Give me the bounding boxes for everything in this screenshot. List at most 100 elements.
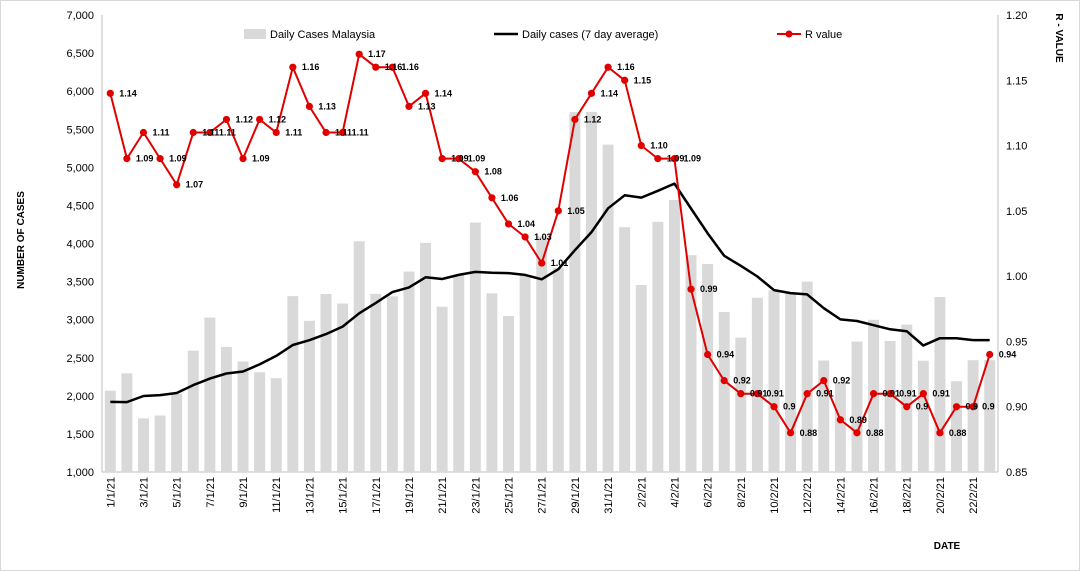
r-point-21/2/21 [952, 403, 961, 411]
bar-9/2/21 [751, 297, 763, 472]
bar-27/1/21 [536, 236, 548, 472]
r-point-6/2/21 [704, 350, 712, 359]
r-point-23/2/21 [986, 350, 994, 359]
r-point-24/1/21 [488, 194, 496, 202]
r-point-22/2/21 [969, 403, 977, 411]
bar-10/1/21 [254, 372, 266, 472]
r-label-15/2/21: 0.88 [866, 428, 884, 438]
bar-12/2/21 [801, 281, 813, 472]
x-tick-25/1/21: 25/1/21 [504, 477, 516, 514]
x-tick-17/1/21: 17/1/21 [371, 477, 383, 514]
bar-15/1/21 [337, 303, 349, 472]
bar-4/2/21 [668, 200, 680, 472]
r-point-2/1/21 [123, 155, 131, 163]
x-tick-9/1/21: 9/1/21 [238, 477, 250, 508]
r-label-12/2/21: 0.91 [816, 389, 834, 399]
r-label-14/1/21: 1.11 [335, 128, 352, 138]
bar-18/1/21 [386, 296, 398, 472]
r-label-27/1/21: 1.01 [551, 258, 569, 268]
r-label-1/1/21: 1.14 [119, 88, 137, 98]
bar-23/1/21 [469, 222, 481, 472]
x-tick-6/2/21: 6/2/21 [703, 477, 715, 508]
r-label-1/2/21: 1.15 [634, 75, 652, 85]
r-point-22/1/21 [455, 155, 463, 163]
y-tick-1,000: 1,000 [66, 467, 94, 479]
bar-6/2/21 [702, 263, 714, 472]
bar-17/2/21 [884, 340, 896, 472]
r-label-19/1/21: 1.13 [418, 101, 436, 111]
bar-6/1/21 [187, 350, 199, 472]
r-label-9/2/21: 0.91 [766, 389, 784, 399]
y-tick-4,000: 4,000 [66, 239, 94, 251]
x-tick-23/1/21: 23/1/21 [470, 477, 482, 514]
x-tick-4/2/21: 4/2/21 [669, 477, 681, 508]
bar-13/1/21 [303, 320, 315, 472]
r-label-18/2/21: 0.9 [916, 402, 929, 412]
r-label-18/1/21: 1.16 [401, 62, 419, 72]
r-label-11/1/21: 1.11 [285, 128, 302, 138]
bar-5/1/21 [171, 393, 183, 472]
r-label-25/1/21: 1.04 [518, 219, 536, 229]
r-label-6/2/21: 0.94 [717, 349, 735, 359]
bar-23/2/21 [984, 360, 996, 472]
r-point-18/1/21 [388, 63, 396, 71]
r-label-12/1/21: 1.16 [302, 62, 320, 72]
y-tick-3,000: 3,000 [66, 315, 94, 327]
r-label-4/2/21: 1.09 [683, 154, 701, 164]
line-series-r-value [106, 50, 994, 437]
bar-22/1/21 [453, 275, 465, 472]
bar-4/1/21 [154, 415, 166, 472]
r-point-15/1/21 [338, 128, 347, 137]
r-label-15/1/21: 1.11 [352, 128, 369, 138]
r-point-9/1/21 [239, 155, 247, 163]
r-point-14/2/21 [836, 416, 844, 424]
r-point-29/1/21 [571, 115, 579, 124]
bar-2/2/21 [635, 285, 647, 472]
legend: Daily Cases Malaysia Daily cases (7 day … [244, 29, 842, 41]
r-label-28/1/21: 1.05 [567, 206, 585, 216]
bar-24/1/21 [486, 293, 498, 472]
r-point-17/1/21 [372, 63, 380, 71]
r-label-11/2/21: 0.88 [800, 428, 818, 438]
r-point-1/1/21 [106, 89, 114, 97]
r-point-9/2/21 [753, 390, 762, 398]
right-axis-ticks: 0.85 0.90 0.95 1.00 1.05 1.10 1.15 1.20 [1006, 10, 1027, 479]
left-axis-ticks: 1,000 1,500 2,000 2,500 3,000 3,500 4,000 4,500… [66, 10, 94, 479]
y2-tick-0.85: 0.85 [1006, 467, 1027, 479]
bar-16/1/21 [353, 241, 365, 472]
r-value-labels: 1.141.091.111.091.071.11 1.111.121.091.12… [119, 49, 1016, 438]
x-axis-title: DATE [934, 541, 961, 552]
r-point-15/2/21 [853, 429, 861, 437]
bar-8/1/21 [220, 346, 232, 472]
bar-10/2/21 [768, 290, 780, 472]
r-label-7/1/21: 1.11 [219, 128, 236, 138]
r-label-2/2/21: 1.10 [650, 141, 668, 151]
bar-8/2/21 [735, 337, 747, 472]
legend-label-r-value: R value [805, 29, 842, 41]
y-tick-7,000: 7,000 [66, 10, 94, 22]
y2-tick-1.00: 1.00 [1006, 271, 1027, 283]
bar-18/2/21 [901, 324, 913, 472]
bar-25/1/21 [503, 316, 514, 472]
r-point-20/1/21 [421, 89, 430, 97]
r-point-17/2/21 [886, 390, 894, 398]
r-label-7/2/21: 0.92 [733, 376, 751, 386]
bar-21/1/21 [436, 306, 448, 472]
r-label-31/1/21: 1.16 [617, 62, 635, 72]
r-point-12/1/21 [289, 63, 297, 71]
bar-19/1/21 [403, 271, 415, 472]
r-point-11/1/21 [272, 128, 280, 137]
r-point-16/2/21 [869, 390, 878, 398]
r-point-21/1/21 [438, 155, 446, 163]
x-tick-29/1/21: 29/1/21 [570, 477, 582, 514]
bar-19/2/21 [917, 360, 929, 472]
x-tick-7/1/21: 7/1/21 [205, 477, 217, 508]
r-point-10/1/21 [256, 115, 264, 124]
r-point-8/2/21 [737, 390, 745, 398]
x-tick-20/2/21: 20/2/21 [935, 477, 947, 514]
r-point-2/2/21 [637, 141, 645, 150]
bar-7/2/21 [718, 312, 730, 472]
r-label-16/2/21: 0.91 [883, 389, 901, 399]
x-tick-11/1/21: 11/1/21 [271, 477, 283, 513]
r-point-13/1/21 [305, 102, 314, 110]
